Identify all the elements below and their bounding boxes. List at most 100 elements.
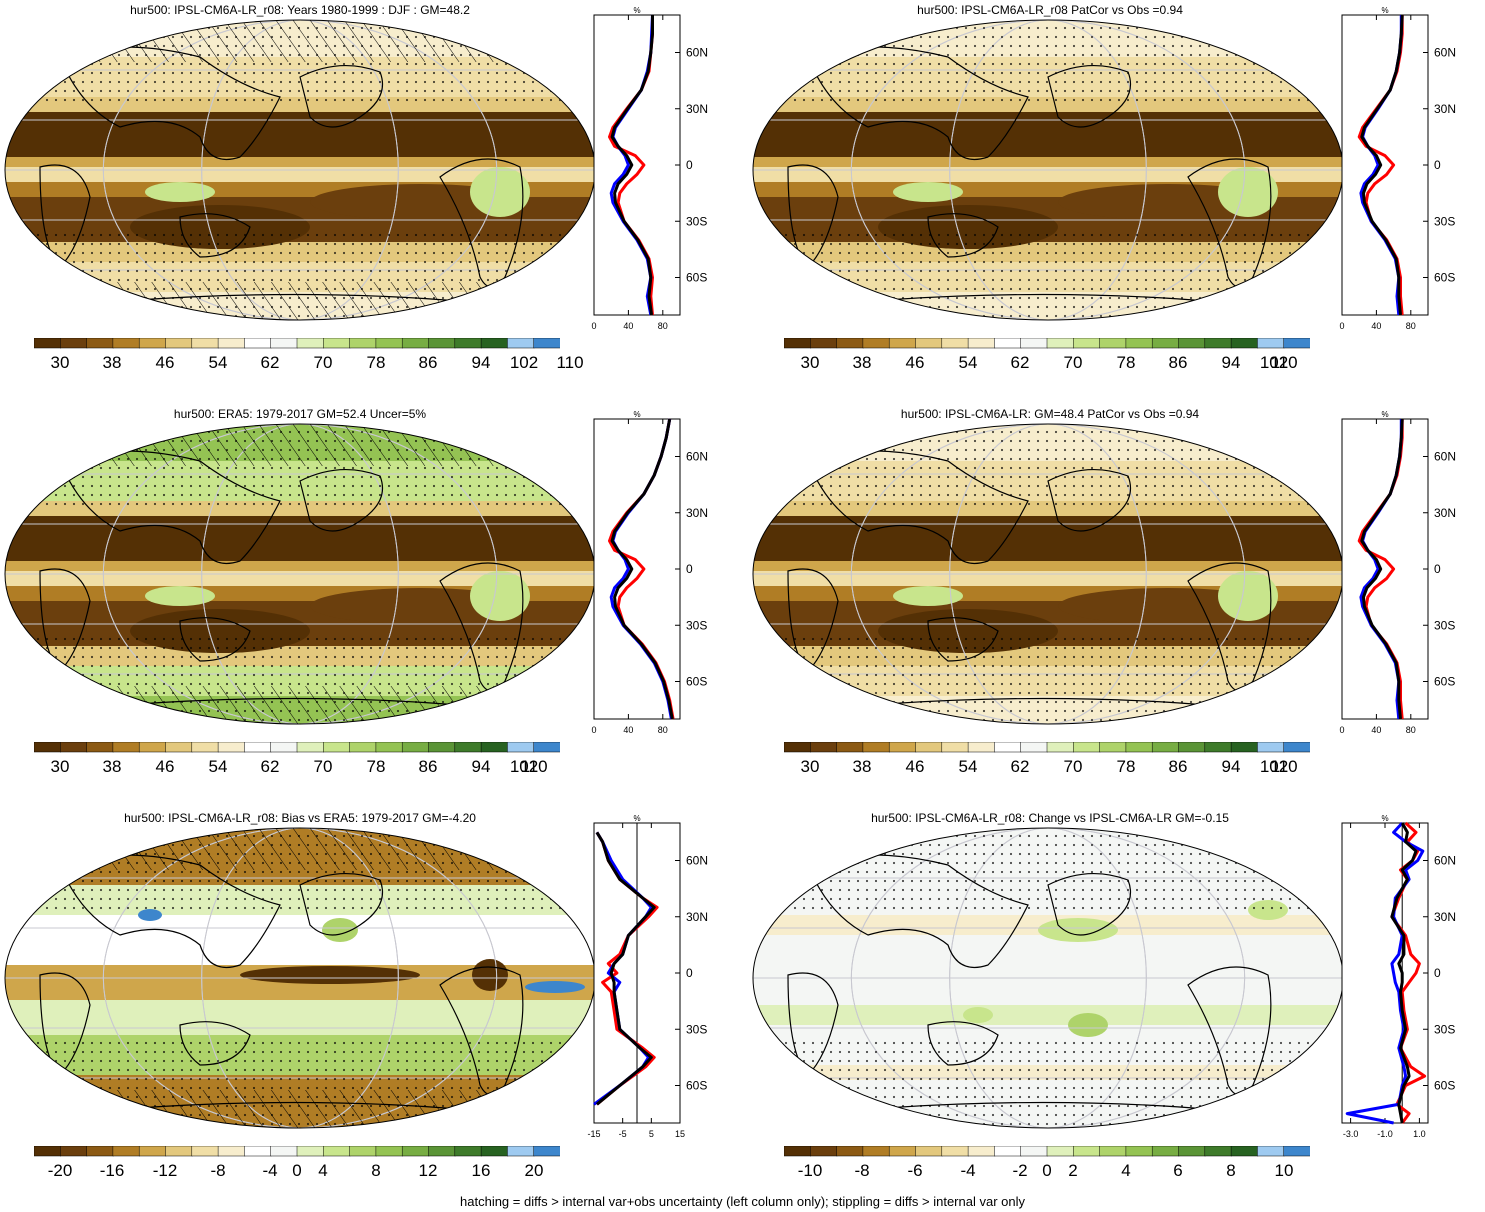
coastline — [1187, 562, 1272, 692]
map-band — [5, 561, 595, 571]
colorbar-swatch — [994, 742, 1022, 753]
colorbar-label: 46 — [155, 757, 175, 776]
y-tick-label: 30S — [686, 214, 707, 228]
colorbar-swatch — [862, 742, 890, 753]
y-tick-label: 30N — [686, 910, 708, 924]
colorbar-swatch — [836, 1146, 864, 1157]
graticule-lon — [201, 828, 399, 1128]
colorbar-swatch — [296, 338, 325, 349]
colorbar-swatch — [34, 338, 62, 349]
colorbar-swatch — [217, 338, 246, 349]
colorbar-label: 86 — [1168, 353, 1188, 372]
y-tick-label: 0 — [1434, 966, 1441, 980]
coastline — [857, 293, 1219, 303]
colorbar-swatch — [1204, 1146, 1232, 1157]
colorbar-swatch — [1230, 338, 1259, 349]
colorbar-label: -4 — [262, 1161, 278, 1180]
unit-label: % — [633, 410, 640, 419]
colorbar-label: -10 — [797, 1161, 823, 1180]
colorbar-label: 30 — [800, 757, 820, 776]
coastline — [179, 213, 251, 258]
colorbar-swatch — [86, 742, 114, 753]
y-tick-label: 30S — [1434, 618, 1455, 632]
coastline — [299, 873, 384, 936]
colorbar-swatch — [1178, 1146, 1206, 1157]
coastline — [787, 568, 839, 672]
moist-region — [1218, 167, 1278, 217]
map-band — [5, 571, 595, 586]
colorbar-swatch — [1046, 742, 1075, 753]
colorbar-swatch — [86, 1146, 114, 1157]
colorbar-label: 70 — [1063, 353, 1083, 372]
stippling — [753, 828, 1343, 915]
coastline — [857, 1101, 1219, 1111]
colorbar-label: -4 — [960, 1161, 976, 1180]
colorbar-labels: 30 38 46 54 62 70 78 86 94 102 110 — [34, 757, 560, 777]
graticule-lon — [201, 20, 399, 320]
zonal-profile: % 60N 30N 0 30S 60S 0 40 80 — [591, 6, 708, 331]
colorbar-swatch — [323, 338, 351, 349]
profile-frame — [593, 14, 681, 316]
profile-frame — [1341, 822, 1429, 1124]
colorbar-labels: -10 -8 -6 -4 -2 0 2 4 6 8 10 — [784, 1161, 1310, 1181]
x-tick-label: 0 — [591, 321, 596, 331]
colorbar-swatch — [349, 338, 377, 349]
colorbar-label: 94 — [471, 757, 491, 776]
colorbar-swatch — [1125, 742, 1153, 753]
map-panel-0 — [4, 19, 596, 321]
map-band — [753, 1005, 1343, 1025]
zonal-profile: % 60N 30N 0 30S 60S 0 40 80 — [1339, 6, 1456, 331]
colorbar-swatch — [836, 742, 864, 753]
coastline — [109, 1101, 471, 1111]
colorbar-label: 78 — [366, 757, 386, 776]
panel-title: hur500: IPSL-CM6A-LR_r08: Bias vs ERA5: … — [124, 811, 476, 825]
footer-note: hatching = diffs > internal var+obs unce… — [460, 1194, 1025, 1209]
moist-region — [470, 167, 530, 217]
colorbar-swatch — [60, 742, 88, 753]
colorbar-swatch — [1257, 742, 1285, 753]
colorbar-label: 94 — [1221, 757, 1241, 776]
coastline — [39, 164, 91, 268]
colorbar-label: 102 — [1259, 757, 1289, 776]
colorbar-swatch — [967, 1146, 996, 1157]
colorbar-label: -2 — [1012, 1161, 1028, 1180]
colorbar-label: 46 — [155, 353, 175, 372]
colorbar-label: 54 — [208, 353, 228, 372]
colorbar-label: 30 — [800, 353, 820, 372]
colorbar-label: 70 — [313, 353, 333, 372]
colorbar-label: 110 — [1270, 353, 1298, 372]
colorbar-swatch — [1046, 338, 1075, 349]
hatching — [5, 20, 595, 62]
coastline — [927, 1021, 999, 1066]
colorbar-swatch — [533, 1146, 560, 1157]
colorbar-swatch — [915, 1146, 943, 1157]
unit-label: % — [1381, 814, 1388, 823]
colorbar-swatch — [323, 1146, 351, 1157]
coastline — [59, 854, 281, 969]
x-tick-label: -5 — [619, 1129, 627, 1139]
panel-title: hur500: IPSL-CM6A-LR_r08: Change vs IPSL… — [871, 811, 1229, 825]
map-band — [5, 1000, 595, 1035]
map-band — [753, 516, 1343, 561]
colorbar-swatch — [112, 1146, 140, 1157]
colorbar — [34, 742, 560, 753]
colorbar-swatch — [967, 742, 996, 753]
y-tick-label: 60S — [1434, 271, 1455, 285]
change-region — [1038, 918, 1118, 942]
panel-title: hur500: IPSL-CM6A-LR_r08 PatCor vs Obs =… — [917, 3, 1183, 17]
coastline — [857, 697, 1219, 707]
coastline — [807, 46, 1029, 161]
y-tick-label: 30S — [1434, 1022, 1455, 1036]
colorbar-label: 0 — [1042, 1161, 1052, 1180]
zonal-profile: % 60N 30N 0 30S 60S 0 40 80 — [1339, 410, 1456, 735]
colorbar-swatch — [1151, 742, 1180, 753]
map-band — [753, 571, 1343, 586]
colorbar-swatch — [296, 742, 325, 753]
colorbar-swatch — [112, 338, 140, 349]
profile-line-black — [610, 418, 674, 720]
colorbar-swatch — [34, 742, 62, 753]
colorbar-swatch — [323, 742, 351, 753]
coastline — [39, 972, 91, 1076]
coastline — [439, 966, 524, 1096]
colorbar-swatch — [1178, 338, 1206, 349]
